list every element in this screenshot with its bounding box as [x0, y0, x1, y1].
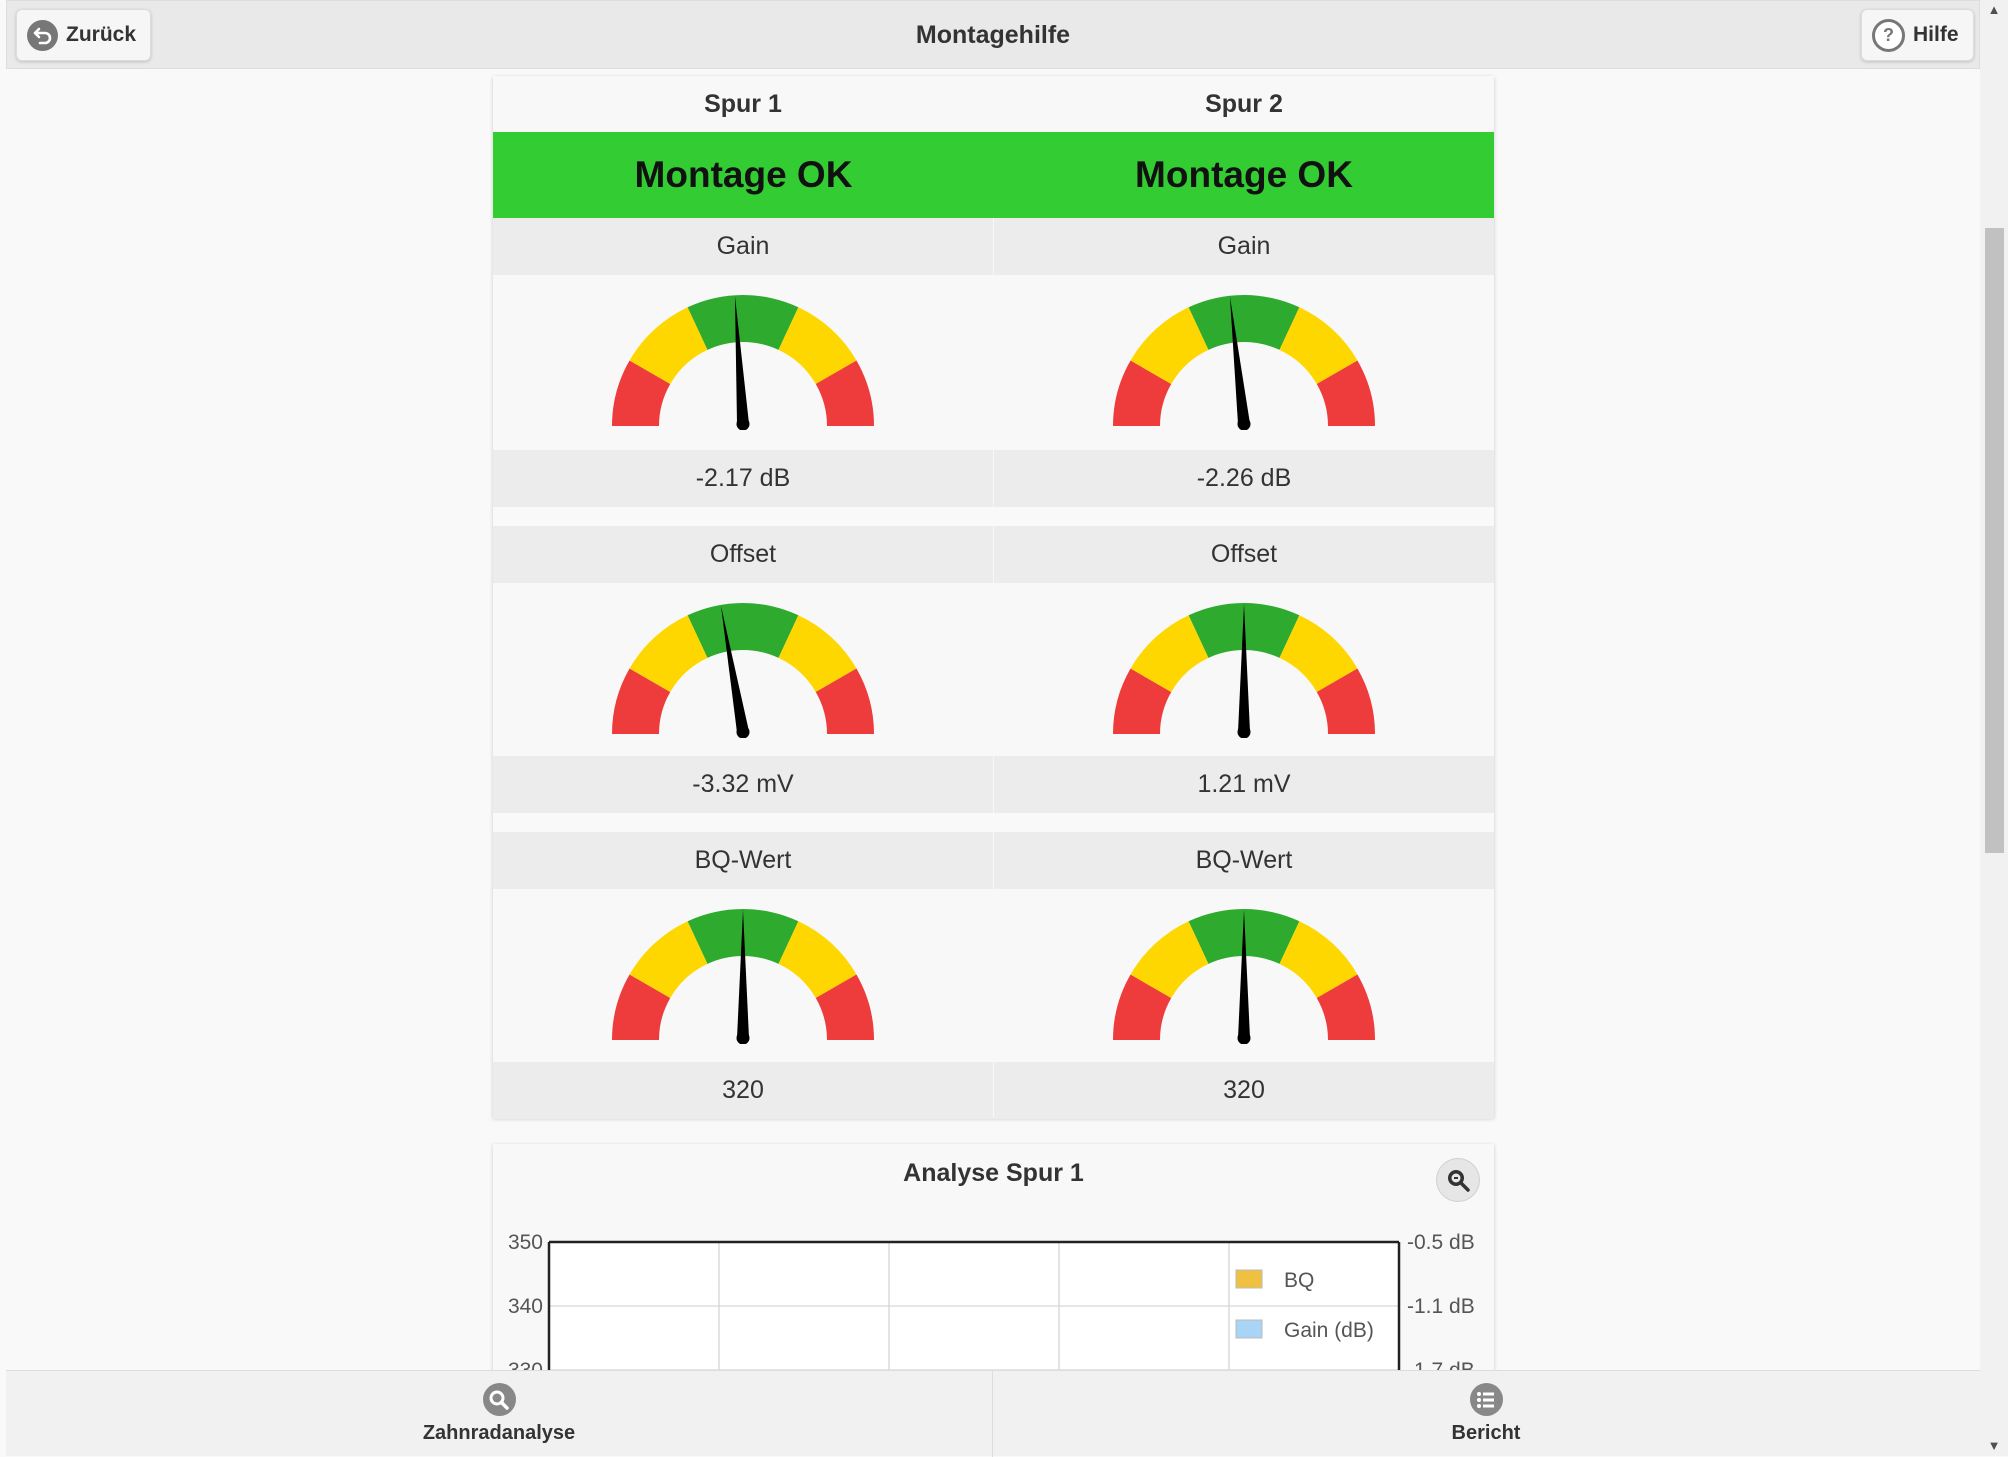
legend-label: Gain (dB) — [1284, 1319, 1374, 1342]
back-arrow-icon — [27, 19, 58, 51]
track-title: Spur 2 — [1205, 90, 1283, 118]
gauge-red-zone — [612, 974, 671, 1040]
gauge-yellow-zone — [1279, 615, 1358, 692]
bq-gauge — [612, 909, 874, 1044]
gauge-value-offset: -3.32 mV — [493, 756, 993, 813]
gauge-needle-hub — [1237, 1031, 1251, 1044]
gauge-needle-hub — [1237, 725, 1251, 738]
gauge-yellow-zone — [778, 921, 857, 998]
zoom-button[interactable] — [1436, 1158, 1480, 1202]
offset-gauge — [612, 603, 874, 738]
gauge-label-bq: BQ-Wert — [493, 832, 993, 889]
gauge-yellow-zone — [778, 307, 857, 384]
gauge-needle — [737, 910, 749, 1038]
y-left-tick-label: 350 — [508, 1231, 543, 1254]
tab-label: Zahnradanalyse — [422, 1422, 576, 1444]
gauge-value-offset: 1.21 mV — [994, 756, 1494, 813]
gauge-yellow-zone — [1130, 921, 1209, 998]
gauge-label-gain: Gain — [493, 218, 993, 275]
gauge-red-zone — [1316, 668, 1375, 734]
gauge-yellow-zone — [629, 921, 708, 998]
analyse-panel: Analyse Spur 1 350 340 330 -0.5 dB -1.1 dB -1… — [493, 1144, 1494, 1374]
section-divider — [493, 507, 1494, 526]
y-right-tick-label: -0.5 dB — [1407, 1231, 1475, 1254]
scroll-up-arrow-icon[interactable]: ▲ — [1987, 2, 2001, 17]
gauge-red-zone — [612, 668, 671, 734]
tab-bericht[interactable]: Bericht — [993, 1371, 1979, 1457]
gauge-green-zone — [1188, 295, 1300, 350]
gauge-needle-hub — [736, 725, 750, 738]
gauge-needle — [1229, 296, 1250, 425]
gauge-yellow-zone — [1279, 921, 1358, 998]
tab-zahnradanalyse[interactable]: Zahnradanalyse — [6, 1371, 993, 1457]
gauge-yellow-zone — [1130, 615, 1209, 692]
gain-gauge — [1113, 295, 1375, 430]
gauge-label-offset: Offset — [493, 526, 993, 583]
status-banner: Montage OK — [493, 132, 994, 218]
y-right-tick-label: -1.1 dB — [1407, 1295, 1475, 1318]
legend-swatch — [1235, 1269, 1263, 1289]
plot-area — [549, 1242, 1399, 1374]
gauge-yellow-zone — [1130, 307, 1209, 384]
gauge-green-zone — [687, 603, 799, 658]
back-button-label: Zurück — [66, 23, 137, 46]
track-title: Spur 1 — [704, 90, 782, 118]
gauge-label-bq: BQ-Wert — [994, 832, 1494, 889]
gauge-yellow-zone — [778, 615, 857, 692]
tab-label: Bericht — [1451, 1422, 1521, 1444]
list-icon — [1469, 1383, 1503, 1416]
gauge-needle — [1238, 910, 1250, 1038]
scrollbar-thumb[interactable] — [1985, 228, 2004, 853]
gauge-needle — [734, 296, 749, 425]
help-button-label: Hilfe — [1913, 23, 1959, 46]
legend-swatch — [1235, 1319, 1263, 1339]
scroll-down-arrow-icon[interactable]: ▼ — [1987, 1438, 2001, 1453]
search-icon — [482, 1383, 516, 1416]
offset-gauge — [1113, 603, 1375, 738]
gauge-red-zone — [1113, 360, 1172, 426]
footer-navbar: Zahnradanalyse Bericht — [6, 1370, 1980, 1457]
gauge-yellow-zone — [629, 307, 708, 384]
help-icon: ? — [1872, 18, 1905, 52]
gauge-red-zone — [1113, 668, 1172, 734]
gauge-value-bq: 320 — [493, 1062, 993, 1119]
zoom-icon — [1448, 1170, 1470, 1192]
y-left-tick-label: 340 — [508, 1295, 543, 1318]
back-button[interactable]: Zurück — [16, 9, 152, 61]
gauge-needle — [1238, 604, 1250, 732]
vertical-scrollbar[interactable]: ▲ ▼ — [1980, 0, 2008, 1456]
gauge-red-zone — [1316, 974, 1375, 1040]
gauge-green-zone — [687, 295, 799, 350]
gauge-red-zone — [1316, 360, 1375, 426]
gauge-value-bq: 320 — [994, 1062, 1494, 1119]
gauge-label-offset: Offset — [994, 526, 1494, 583]
gauge-red-zone — [1113, 974, 1172, 1040]
gauge-needle-hub — [736, 417, 750, 430]
header-bar: Montagehilfe Zurück ? Hilfe — [6, 0, 1980, 69]
gauge-red-zone — [815, 668, 874, 734]
section-divider — [493, 813, 1494, 832]
gauge-yellow-zone — [1279, 307, 1358, 384]
gauge-needle — [720, 605, 749, 734]
gauge-value-gain: -2.26 dB — [994, 450, 1494, 507]
gauge-label-gain: Gain — [994, 218, 1494, 275]
analyse-title: Analyse Spur 1 — [903, 1159, 1084, 1187]
legend-label: BQ — [1284, 1269, 1314, 1292]
status-banner: Montage OK — [994, 132, 1494, 218]
gauge-yellow-zone — [629, 615, 708, 692]
gauge-red-zone — [815, 974, 874, 1040]
gauge-value-gain: -2.17 dB — [493, 450, 993, 507]
gauges-panel: Spur 1 Montage OK Gain -2.17 dB Offset -… — [493, 76, 1494, 1119]
gauge-needle-hub — [736, 1031, 750, 1044]
page-title: Montagehilfe — [915, 21, 1071, 49]
gauge-red-zone — [612, 360, 671, 426]
gauge-needle-hub — [1237, 417, 1251, 430]
bq-gauge — [1113, 909, 1375, 1044]
gain-gauge — [612, 295, 874, 430]
help-button[interactable]: ? Hilfe — [1861, 9, 1974, 61]
gauge-red-zone — [815, 360, 874, 426]
